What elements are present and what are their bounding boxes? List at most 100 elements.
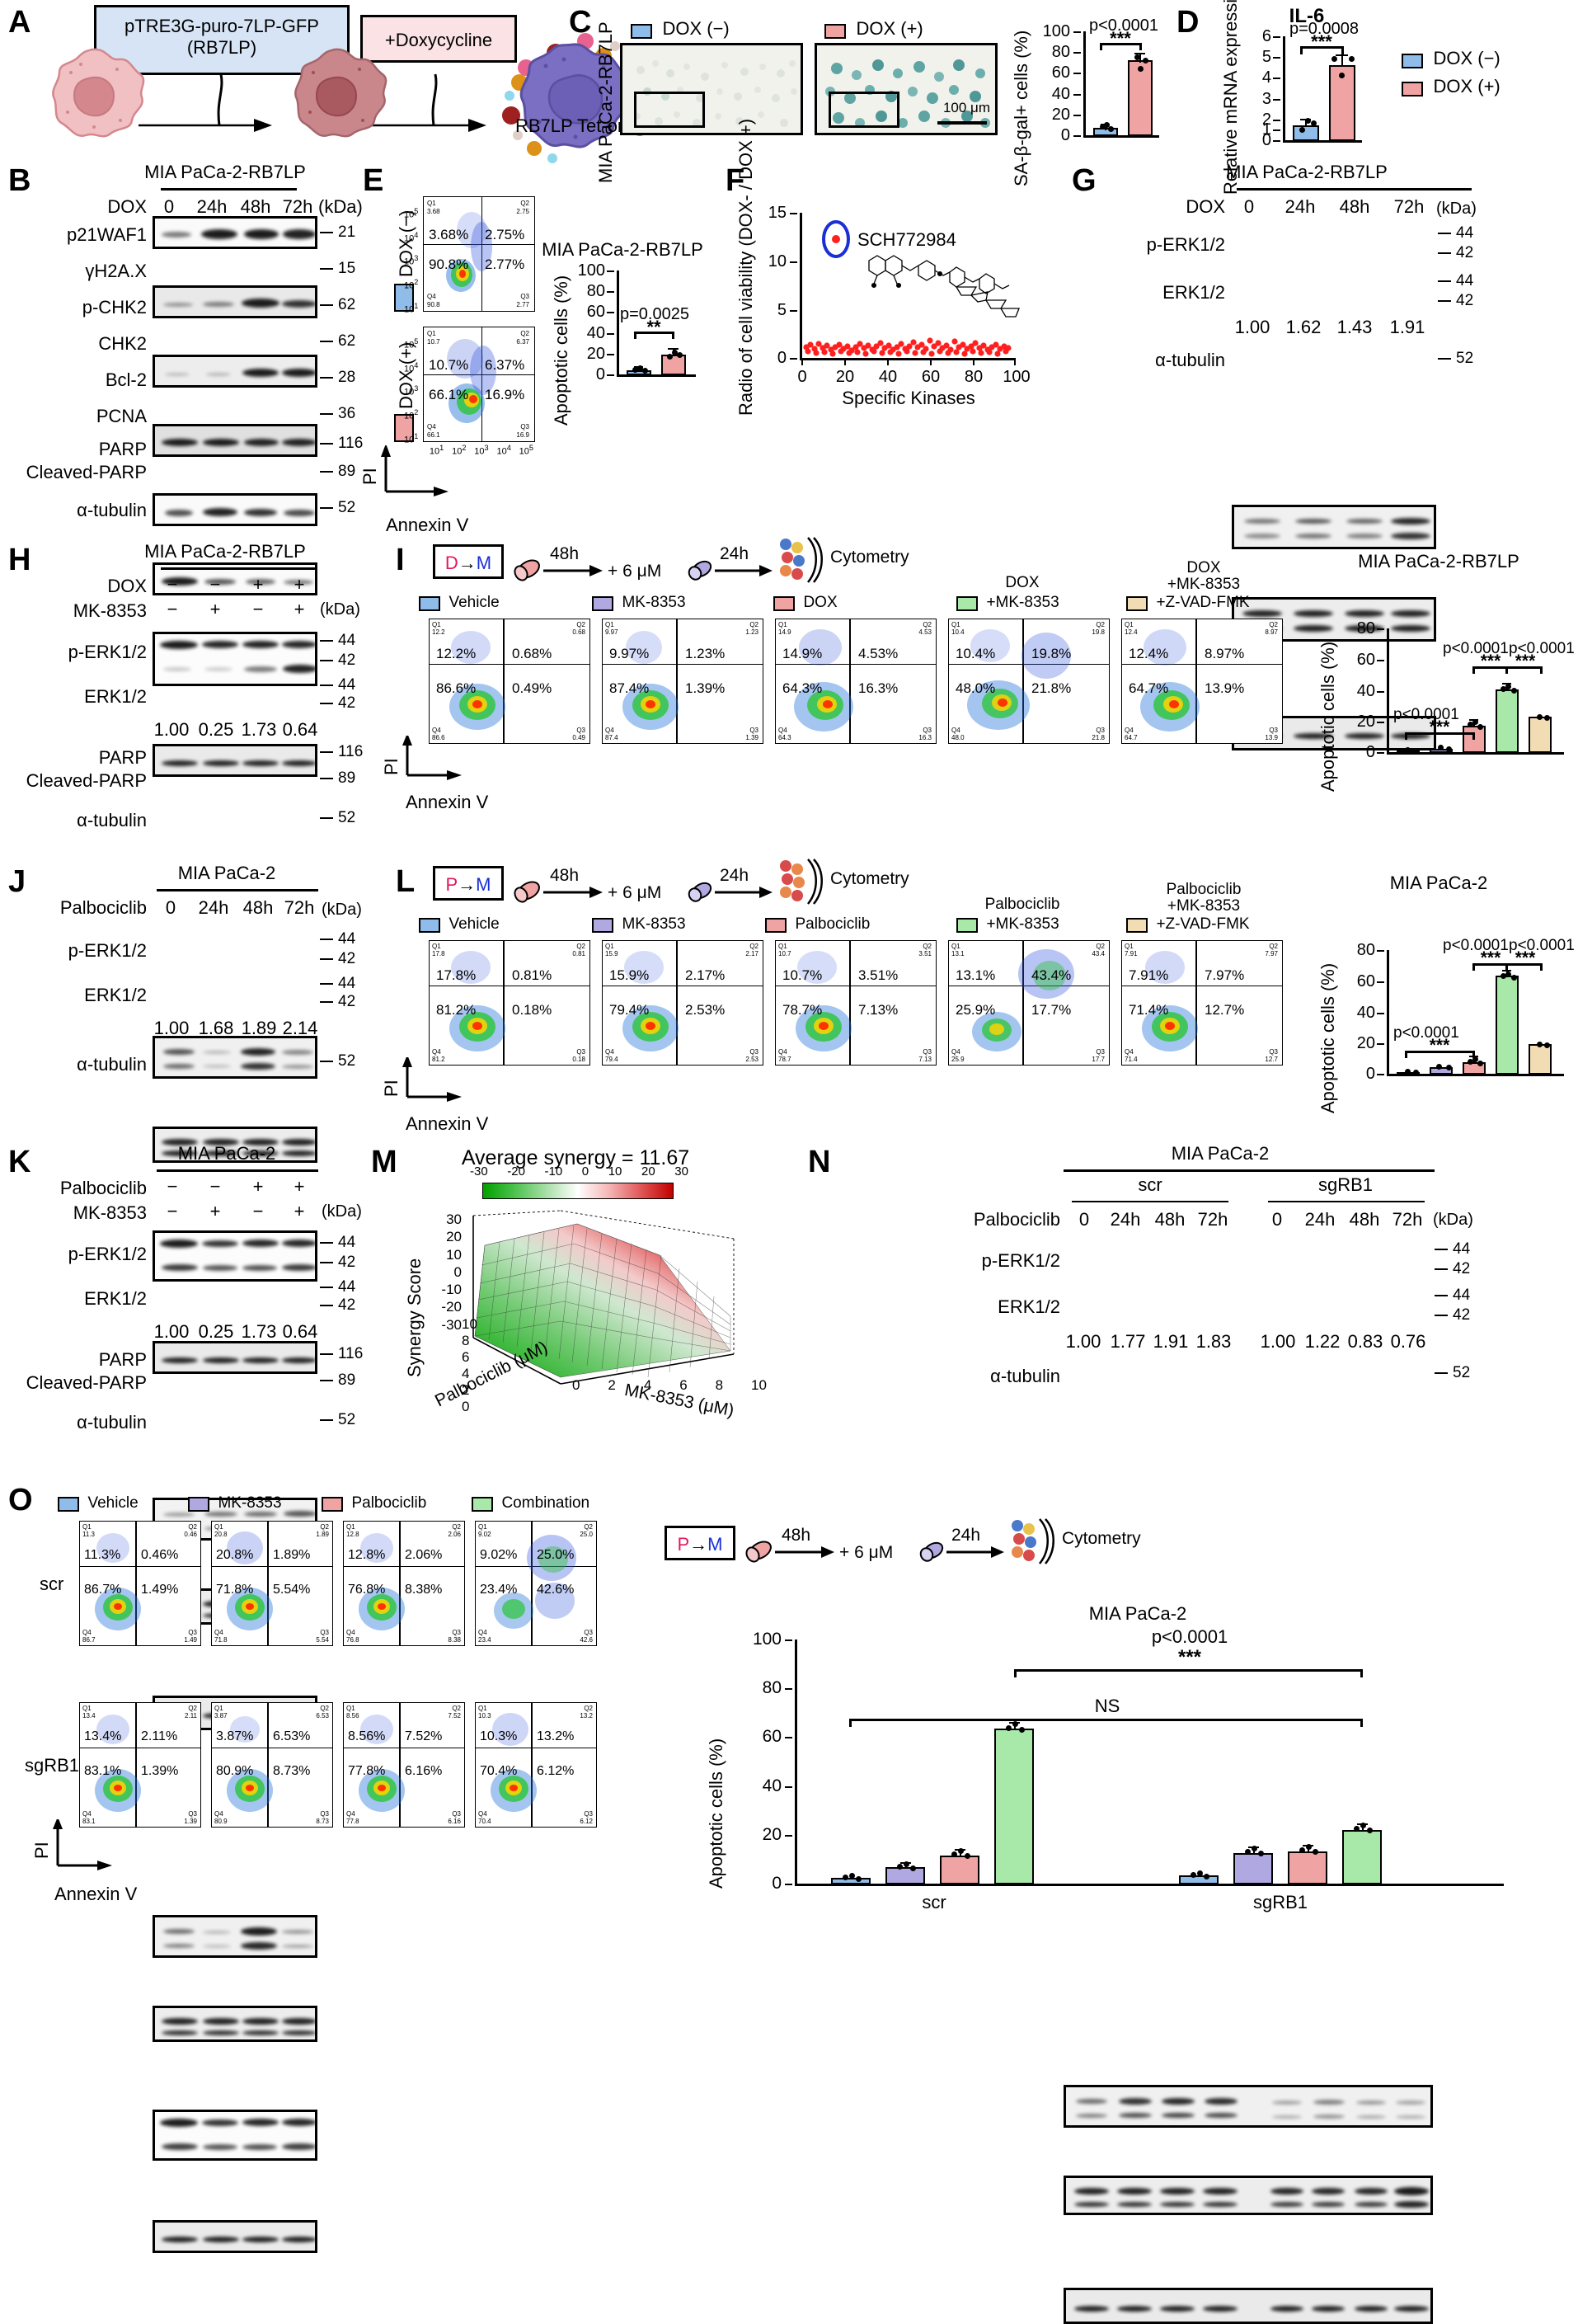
panel-e-xticks: 101 102 103 104 105 [429, 444, 534, 457]
panel-c-stars: *** [1110, 28, 1131, 49]
panel-o-sg3-q4: 77.8% [348, 1764, 386, 1778]
panel-o-scheme-to: M [707, 1534, 723, 1555]
legend-label-d-dox-minus: DOX (−) [1433, 48, 1501, 68]
panel-c-legend-dox-minus: DOX (−) [631, 18, 730, 40]
panel-i-bar-dox [1463, 726, 1486, 753]
cb-tick-30: 30 [674, 1164, 688, 1178]
panel-o-axis-arrows [53, 1819, 112, 1870]
panel-k-protein-perk: p-ERK1/2 [68, 1244, 147, 1264]
panel-i-legend-dox: DOX [773, 594, 838, 612]
panel-k-mw-erk-44: 44 [338, 1278, 356, 1296]
panel-l-flow-3: Q1 10.7 Q2 3.51 Q4 78.7 Q3 7.13 10.7% 3.51% … [775, 940, 937, 1066]
panel-o-scr1-q3: 1.49% [141, 1583, 179, 1597]
panel-n-protein-erk: ERK1/2 [998, 1296, 1060, 1317]
panel-h-protein-erk: ERK1/2 [84, 686, 147, 707]
panel-o-scr1-q1: 11.3% [84, 1548, 121, 1562]
panel-c-axis-label: MIA PaCa-2-RB7LP [595, 21, 616, 183]
panel-g-quant-0: 1.00 [1234, 317, 1270, 337]
panel-h-kda: (kDa) [320, 600, 360, 619]
panel-n-quant-5: 1.22 [1304, 1331, 1341, 1352]
panel-o-sg1-q4: 83.1% [84, 1764, 122, 1778]
panel-k-blot-erk [153, 2006, 317, 2042]
panel-i-flow-1: Q1 12.2 Q2 0.68 Q4 86.6 Q3 0.49 12.2% 0.68% … [429, 619, 590, 744]
panel-b-kda: (kDa) [318, 196, 363, 217]
legend-label-i-dox-mk: +MK-8353 [986, 594, 1059, 611]
panel-e-chart: 100 80 60 40 20 0 p=0.0025 ** [577, 261, 709, 386]
panel-o-sg2-q3: 8.73% [273, 1764, 311, 1778]
panel-f-annotation: SCH772984 [857, 229, 956, 250]
panel-o-scheme-graphics: 48h + 6 μM 24h Cytometry [745, 1518, 1141, 1564]
treatment-label: +Doxycycline [384, 30, 493, 50]
panel-g-mw-erk-44: 44 [1456, 272, 1474, 289]
panel-n-quant-7: 0.76 [1390, 1331, 1426, 1352]
panel-j-mw-erk-42: 42 [338, 993, 356, 1010]
svg-text:48h: 48h [550, 544, 579, 563]
panel-o-flow-scr-4: Q1 9.02 Q2 25.0 Q4 23.4 Q3 42.6 9.02% 25.0% … [475, 1521, 597, 1646]
panel-b-mw-p21: 21 [338, 223, 356, 241]
panel-i-flow-4: Q1 10.4 Q2 19.8 Q4 48.0 Q3 21.8 10.4% 19.8% … [948, 619, 1110, 744]
panel-k-protein-parp: PARP [98, 1349, 147, 1370]
panel-i-flow4-q4: 48.0% [956, 680, 996, 696]
panel-o-scr4-q3: 42.6% [537, 1583, 575, 1597]
panel-l-legend-palbo-mk: +MK-8353 [956, 915, 1059, 934]
panel-a-construct-box: pTRE3G-puro-7LP-GFP (RB7LP) [94, 5, 350, 75]
panel-b-protein-cleaved-parp: Cleaved-PARP [26, 462, 147, 482]
panel-l-flow1-q2: 0.81% [512, 967, 552, 983]
panel-b-protein-chk2: CHK2 [98, 333, 147, 354]
panel-n-quant-6: 0.83 [1347, 1331, 1383, 1352]
panel-label-n: N [808, 1145, 831, 1179]
svg-text:24h: 24h [951, 1526, 980, 1545]
panel-e-axis-arrows [381, 445, 449, 496]
panel-i-legend-vehicle: Vehicle [419, 594, 500, 612]
panel-o-scr3-q2: 2.06% [405, 1548, 443, 1562]
panel-o-sg4-q3: 6.12% [537, 1764, 575, 1778]
panel-l-scheme-box: P→M [433, 866, 504, 901]
panel-k-mk-1: + [209, 1201, 221, 1221]
panel-i-xlabel-annexin: Annexin V [406, 792, 489, 812]
panel-b-protein-parp: PARP [98, 439, 147, 459]
panel-h-title: MIA PaCa-2-RB7LP [144, 541, 306, 562]
panel-i-legend-prefix-dox-mk: DOX [1005, 574, 1040, 591]
panel-i-annot-2-p: p<0.0001 [1443, 640, 1509, 657]
panel-e-q1-minus: 3.68% [429, 227, 469, 242]
panel-j-mw-perk-44: 44 [338, 930, 356, 948]
panel-o-bar-sgrb1-mk [1233, 1853, 1273, 1884]
legend-label-o-vehicle: Vehicle [87, 1494, 139, 1512]
panel-o-scr2-q1: 20.8% [216, 1548, 254, 1562]
panel-b-lane-2: 48h [240, 196, 271, 217]
panel-g-lane-3: 72h [1393, 196, 1425, 217]
panel-e-q1-plus: 10.7% [429, 357, 469, 373]
panel-o-sg3-q2: 7.52% [405, 1729, 443, 1743]
panel-j-quant-3: 2.14 [282, 1018, 318, 1038]
panel-b-protein-bcl2: Bcl-2 [105, 369, 147, 390]
panel-i-flow1-q4: 86.6% [436, 680, 477, 696]
legend-label-i-vehicle: Vehicle [449, 594, 500, 611]
panel-b-protein-pchk2: p-CHK2 [82, 297, 147, 318]
panel-i-flow5-q3: 13.9% [1205, 680, 1245, 696]
panel-h-row-label-mk: MK-8353 [73, 600, 147, 621]
panel-o-sg1-q1: 13.4% [84, 1729, 122, 1743]
panel-n-title: MIA PaCa-2 [1171, 1143, 1270, 1164]
panel-m-xticks: 0 2 4 6 8 10 [572, 1377, 767, 1393]
svg-text:+ 6 μM: + 6 μM [839, 1543, 893, 1562]
panel-i-axis-arrows [402, 736, 462, 780]
panel-n-quant-4: 1.00 [1260, 1331, 1296, 1352]
panel-l-chart-ylabel: Apoptotic cells (%) [1317, 962, 1338, 1113]
panel-h-mw-erk-42: 42 [338, 694, 356, 712]
legend-swatch-o-combination [472, 1496, 493, 1512]
panel-o-scr3-q3: 8.38% [405, 1583, 443, 1597]
panel-l-flow3-q4: 78.7% [782, 1002, 823, 1018]
panel-k-mw-tubulin: 52 [338, 1411, 356, 1428]
legend-swatch-d-dox-plus [1402, 81, 1423, 96]
panel-g-mw-erk-42: 42 [1456, 292, 1474, 309]
panel-n-quant-0: 1.00 [1065, 1331, 1101, 1352]
panel-g-mw-perk-44: 44 [1456, 224, 1474, 242]
panel-n-lane-1: 24h [1110, 1209, 1141, 1230]
panel-h-mw-cleaved-parp: 89 [338, 769, 356, 787]
panel-o-scheme-box: P→M [665, 1526, 735, 1560]
svg-text:24h: 24h [720, 544, 749, 563]
legend-label-i-zvad: +Z-VAD-FMK [1156, 594, 1250, 611]
panel-l-scheme-arrow: → [458, 874, 477, 895]
panel-i-flow5-q2: 8.97% [1205, 646, 1245, 661]
panel-e-bar-dox-plus [661, 355, 686, 375]
